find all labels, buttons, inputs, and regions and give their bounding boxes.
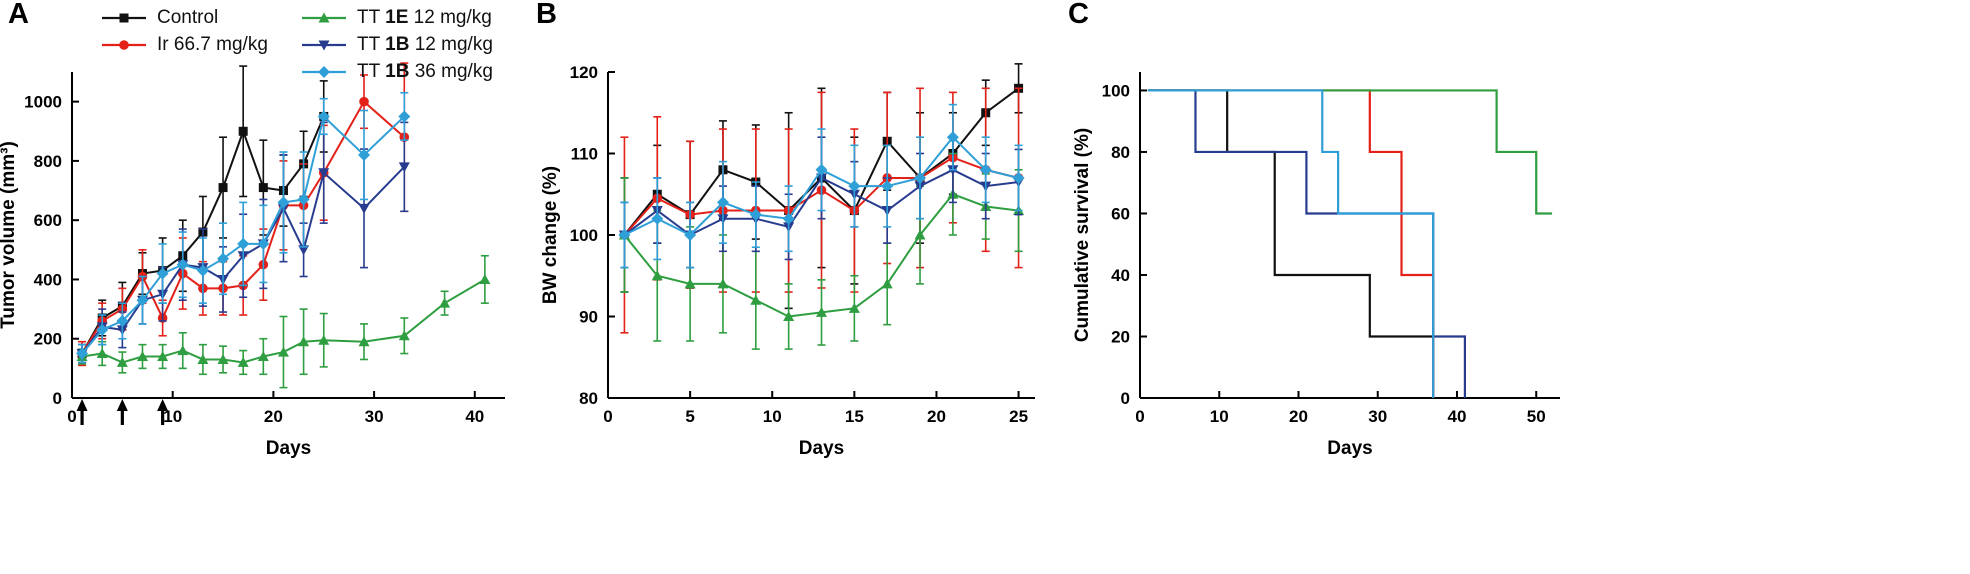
x-tick-label: 10 [763, 407, 782, 426]
y-axis-label-C: Cumulative survival (%) [1072, 128, 1093, 342]
x-tick-label: 15 [845, 407, 864, 426]
panel-label-c: C [1068, 0, 1089, 30]
dose-arrow-icon [157, 399, 169, 425]
y-tick-label: 40 [1111, 266, 1130, 285]
x-tick-label: 30 [1368, 407, 1387, 426]
circle-marker-icon [102, 39, 146, 50]
series-tt-1b-36-mgkg [1147, 89, 1435, 398]
dose-arrow-icon [116, 399, 128, 425]
diamond-marker-icon [302, 65, 346, 78]
legend-label: TT 1B 36 mg/kg [357, 60, 493, 82]
legend-label: TT 1B 12 mg/kg [357, 33, 493, 55]
chart-C: 0 10 20 30 40 50 0 20 40 60 80 100 Days Cumulative su… [1072, 72, 1560, 459]
y-tick-label: 80 [1111, 143, 1130, 162]
legend-item: TT 1B 12 mg/kg [300, 31, 493, 58]
legend-column: Control Ir 66.7 mg/kg [100, 4, 268, 58]
x-tick-label: 40 [465, 407, 484, 426]
y-tick-label: 110 [571, 145, 598, 164]
y-tick-label: 80 [579, 389, 598, 408]
x-tick-label: 0 [67, 407, 76, 426]
legend-label: Control [157, 6, 219, 28]
legend-item: Ir 66.7 mg/kg [100, 31, 268, 58]
panel-label-b: B [536, 0, 557, 30]
y-tick-label: 100 [570, 226, 598, 245]
square-marker-icon [102, 13, 146, 22]
triangle-down-marker-icon [302, 40, 346, 50]
triangle-up-marker-icon [302, 12, 346, 22]
x-tick-label: 0 [1135, 407, 1144, 426]
y-tick-label: 90 [579, 308, 598, 327]
x-tick-label: 20 [264, 407, 283, 426]
series-control [77, 65, 329, 364]
x-tick-label: 0 [603, 407, 612, 426]
series-tt-1b-36-mgkg [618, 103, 1025, 269]
y-tick-label: 800 [34, 152, 62, 171]
x-tick-label: 20 [927, 407, 946, 426]
legend-item: TT 1B 36 mg/kg [300, 58, 493, 85]
y-axis-label-B: BW change (%) [540, 166, 561, 304]
x-axis-label-A: Days [266, 438, 311, 459]
dose-arrow-icon [76, 399, 88, 425]
y-tick-label: 400 [34, 270, 62, 289]
y-tick-label: 0 [53, 389, 62, 408]
legend-column: TT 1E 12 mg/kg TT 1B 12 mg/kg TT 1B 36 mg/… [300, 4, 493, 85]
legend-label: Ir 66.7 mg/kg [157, 33, 268, 55]
x-tick-label: 30 [365, 407, 384, 426]
series-tt-1e-12-mgkg [76, 254, 491, 389]
legend-item: Control [100, 4, 268, 31]
y-tick-label: 200 [34, 330, 62, 349]
panel-label-a: A [8, 0, 29, 30]
x-tick-label: 25 [1009, 407, 1028, 426]
legend-item: TT 1E 12 mg/kg [300, 4, 493, 31]
x-tick-label: 10 [163, 407, 182, 426]
y-tick-label: 100 [1102, 81, 1130, 100]
x-tick-label: 10 [1210, 407, 1229, 426]
series-tt-1e-12-mgkg [1147, 89, 1553, 215]
series-tt-1b-12-mgkg [1147, 89, 1467, 398]
y-tick-label: 1000 [24, 93, 62, 112]
x-axis-label-C: Days [1327, 438, 1372, 459]
x-tick-label: 20 [1289, 407, 1308, 426]
y-tick-label: 60 [1111, 204, 1130, 223]
x-tick-label: 40 [1448, 407, 1467, 426]
y-tick-label: 120 [570, 63, 598, 82]
x-tick-label: 50 [1527, 407, 1546, 426]
series-tt-1b-36-mgkg [76, 91, 411, 364]
y-tick-label: 20 [1111, 327, 1130, 346]
series-control [1147, 89, 1435, 398]
x-axis-label-B: Days [799, 438, 844, 459]
legend-label: TT 1E 12 mg/kg [357, 6, 492, 28]
chart-B: 0 5 10 15 20 25 80 90 100 110 120 Days BW change (%) [540, 63, 1035, 459]
series-ir-667-mgkg [1147, 89, 1435, 398]
y-axis-label-A: Tumor volume (mm³) [0, 141, 19, 329]
x-tick-label: 5 [685, 407, 694, 426]
y-tick-label: 600 [34, 211, 62, 230]
y-tick-label: 0 [1121, 389, 1130, 408]
